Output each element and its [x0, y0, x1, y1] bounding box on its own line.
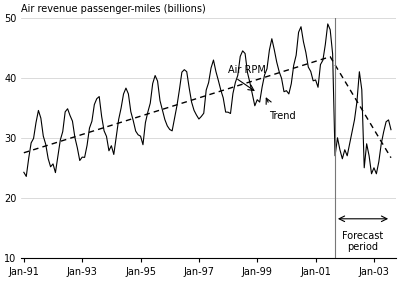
Text: Forecast
period: Forecast period	[342, 231, 384, 252]
Text: Trend: Trend	[270, 111, 296, 121]
Text: Air RPM: Air RPM	[228, 65, 266, 75]
Text: Air revenue passenger-miles (billions): Air revenue passenger-miles (billions)	[22, 4, 206, 14]
